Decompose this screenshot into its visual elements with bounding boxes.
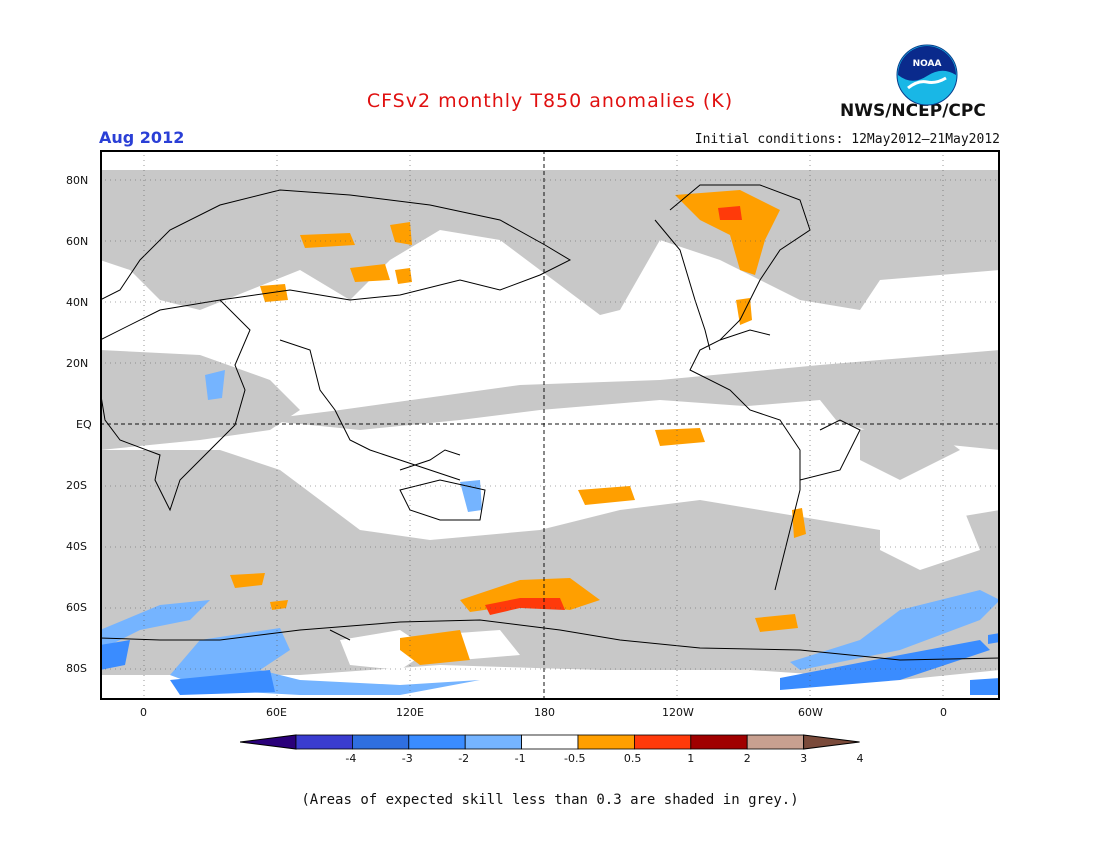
agency-label: NWS/NCEP/CPC	[840, 101, 986, 121]
colorbar-arrow-high	[803, 734, 860, 750]
colorbar-label: 4	[856, 752, 864, 765]
warm-anomalies	[230, 190, 900, 665]
initial-conditions: Initial conditions: 12May2012–21May2012	[694, 132, 1000, 147]
low-skill-shading	[100, 170, 1000, 680]
forecast-month: Aug 2012	[99, 128, 185, 147]
colorbar-label: 3	[800, 752, 808, 765]
lat-label: 40S	[66, 540, 87, 553]
lat-label: 60S	[66, 601, 87, 614]
lat-label: 40N	[66, 296, 89, 309]
map-frame	[100, 150, 1000, 700]
colorbar-label: -3	[401, 752, 413, 765]
anomaly-map	[100, 150, 1000, 700]
colorbar-boxes	[240, 734, 860, 750]
colorbar-label: -0.5	[564, 752, 586, 765]
footnote: (Areas of expected skill less than 0.3 a…	[301, 792, 799, 808]
colorbar-label: -1	[514, 752, 526, 765]
equator-dateline	[100, 150, 1000, 700]
cold-anomalies	[100, 370, 1000, 695]
colorbar-box	[464, 734, 522, 750]
colorbar-label: 1	[687, 752, 695, 765]
lon-label: 0	[140, 706, 147, 719]
colorbar-box	[577, 734, 635, 750]
lon-label: 0	[940, 706, 947, 719]
noaa-logo: NOAA	[896, 44, 958, 106]
colorbar	[240, 734, 860, 750]
graticule	[100, 150, 1000, 700]
lat-label: EQ	[76, 418, 92, 431]
colorbar-box	[408, 734, 466, 750]
lon-label: 60W	[798, 706, 823, 719]
colorbar-label: -4	[345, 752, 357, 765]
lon-label: 180	[534, 706, 555, 719]
lat-label: 60N	[66, 235, 89, 248]
lat-label: 80S	[66, 662, 87, 675]
colorbar-label: 2	[743, 752, 751, 765]
colorbar-box	[295, 734, 353, 750]
colorbar-arrow-low	[240, 734, 297, 750]
lon-label: 120E	[396, 706, 424, 719]
lat-label: 20N	[66, 357, 89, 370]
colorbar-box	[746, 734, 805, 750]
logo-text: NOAA	[913, 59, 942, 69]
coastlines	[100, 184, 1000, 661]
lon-label: 60E	[266, 706, 287, 719]
colorbar-box	[521, 734, 579, 750]
colorbar-label: -2	[458, 752, 470, 765]
strong-warm-anomalies	[485, 206, 742, 615]
lon-label: 120W	[662, 706, 694, 719]
chart-title: CFSv2 monthly T850 anomalies (K)	[366, 90, 734, 112]
colorbar-box	[633, 734, 692, 750]
lat-label: 80N	[66, 174, 89, 187]
lat-label: 20S	[66, 479, 87, 492]
colorbar-box	[690, 734, 748, 750]
colorbar-label: 0.5	[623, 752, 642, 765]
colorbar-box	[352, 734, 410, 750]
